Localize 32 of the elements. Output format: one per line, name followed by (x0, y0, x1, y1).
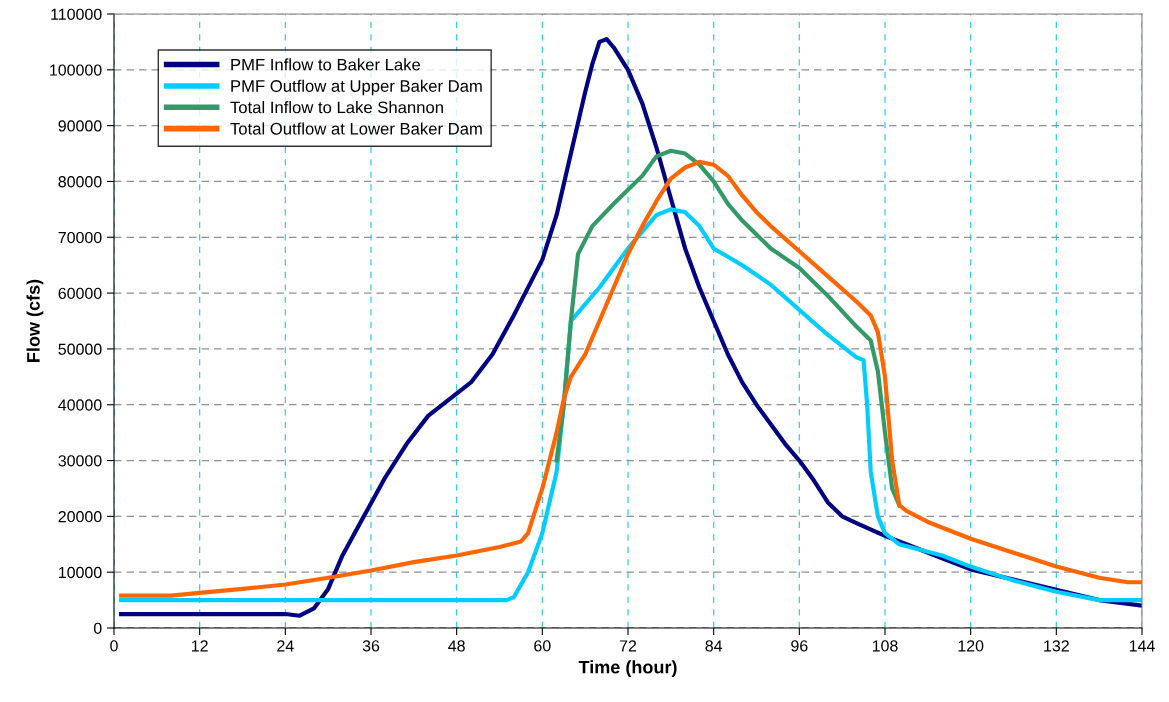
x-tick-label: 120 (958, 640, 984, 652)
x-axis-title: Time (hour) (578, 660, 677, 678)
x-tick-label: 108 (872, 640, 898, 652)
x-tick-label: 132 (1044, 640, 1069, 652)
y-tick-label: 40000 (58, 399, 102, 411)
x-tick-label: 96 (791, 640, 808, 652)
y-tick-label: 10000 (59, 566, 102, 579)
legend-label: PMF Inflow to Baker Lake (231, 58, 421, 71)
y-tick-label: 0 (93, 622, 102, 634)
line-series (554, 148, 902, 508)
x-tick-label: 72 (619, 640, 637, 652)
y-tick-label: 100000 (50, 64, 102, 76)
legend-label: Total Inflow to Lake Shannon (230, 101, 443, 114)
y-tick-label: 70000 (58, 231, 102, 244)
y-tick-label: 80000 (58, 176, 102, 188)
x-tick-label: 36 (362, 640, 380, 652)
y-tick-label: 60000 (58, 287, 102, 300)
y-tick-label: 20000 (58, 511, 102, 523)
y-axis-title: Flow (cfs) (26, 279, 44, 362)
x-tick-label: 24 (277, 640, 294, 652)
x-tick-label: 60 (534, 640, 551, 652)
x-tick-label: 144 (1129, 640, 1155, 652)
y-tick-label: 50000 (58, 343, 102, 355)
x-tick-label: 84 (705, 640, 723, 652)
x-tick-label: 12 (192, 640, 208, 652)
y-tick-label: 30000 (58, 455, 102, 467)
x-tick-label: 0 (110, 640, 118, 652)
legend-label: Total Outflow at Lower Baker Dam (230, 122, 482, 135)
x-tick-label: 48 (448, 640, 465, 652)
legend-label: PMF Outflow at Upper Baker Dam (231, 79, 482, 96)
y-tick-label: 110000 (51, 8, 102, 20)
y-tick-label: 90000 (58, 120, 102, 132)
